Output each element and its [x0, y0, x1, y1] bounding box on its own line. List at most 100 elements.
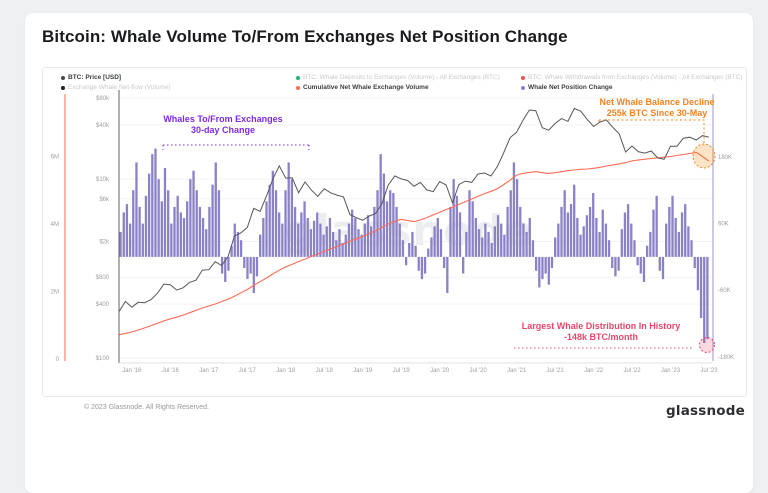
volume-tick-label: 6M — [51, 155, 59, 161]
net-position-bar — [385, 201, 389, 257]
net-position-bar — [230, 245, 233, 257]
whales-change-bracket — [162, 144, 310, 150]
net-position-bar — [693, 256, 696, 269]
net-position-bar — [376, 190, 379, 257]
net-position-bar — [690, 240, 693, 257]
net-position-bar — [465, 231, 468, 257]
net-position-bar — [138, 206, 141, 257]
net-position-bar — [462, 256, 465, 274]
net-position-bar — [569, 204, 573, 257]
legend-label: Whale Net Position Change — [528, 84, 613, 91]
legend-dot — [296, 85, 300, 90]
net-position-bar — [271, 170, 274, 257]
net-position-bar — [373, 206, 376, 257]
net-position-bar — [278, 212, 281, 257]
net-position-bar — [519, 206, 522, 257]
net-position-bar — [449, 206, 452, 257]
net-position-bar — [585, 215, 589, 257]
net-tick-label: -180K — [718, 355, 734, 361]
legend-label: Exchange Whale Net-flow (Volume) — [68, 84, 171, 91]
net-position-bar — [477, 229, 481, 257]
net-position-bar — [661, 256, 665, 280]
annotation-largest-distribution: Largest Whale Distribution In History -1… — [501, 321, 701, 343]
legend-item-whale-withdrawals[interactable]: BTC: Whale Withdrawals from Exchanges (V… — [521, 73, 743, 82]
legend-dot — [521, 75, 525, 80]
net-position-bar — [401, 240, 405, 257]
net-position-bar — [538, 256, 541, 288]
net-position-bar — [484, 223, 487, 257]
net-position-bar — [639, 256, 642, 274]
net-position-bar — [328, 218, 332, 257]
net-position-bar — [135, 162, 138, 257]
net-position-bar — [436, 218, 439, 257]
net-position-bar — [322, 234, 325, 257]
net-position-bar — [389, 190, 392, 257]
net-position-bar — [144, 195, 148, 257]
price-tick-label: $100 — [96, 356, 110, 362]
net-position-bar — [642, 256, 646, 282]
net-position-bar — [560, 206, 563, 257]
net-position-bar — [649, 231, 652, 257]
net-position-bar — [604, 223, 608, 257]
price-tick-label: $2k — [99, 240, 110, 246]
legend-item-whale-deposits[interactable]: BTC: Whale Deposits to Exchanges (Volume… — [296, 73, 500, 82]
net-position-bar — [452, 179, 455, 257]
net-position-bar — [182, 218, 186, 257]
net-position-bar — [189, 179, 192, 257]
net-position-bar — [227, 256, 230, 271]
net-position-bar — [487, 231, 490, 257]
net-position-bar — [601, 209, 604, 257]
net-position-bar — [293, 206, 297, 257]
x-tick-label: Jan '23 — [661, 368, 681, 374]
net-position-bar — [547, 256, 550, 285]
net-position-bar — [167, 190, 170, 257]
price-tick-label: $800 — [96, 275, 110, 281]
annotation-line: -148k BTC/month — [563, 332, 638, 342]
net-position-bar — [500, 223, 503, 257]
net-position-bar — [141, 223, 144, 257]
page: { "title": "Bitcoin: Whale Volume To/Fro… — [25, 13, 753, 493]
net-position-bar — [446, 256, 449, 294]
net-position-bar — [262, 218, 265, 257]
net-position-bar — [306, 218, 309, 257]
legend-dot — [61, 85, 65, 90]
balance-decline-bracket — [598, 119, 705, 146]
page-title: Bitcoin: Whale Volume To/From Exchanges … — [42, 27, 568, 46]
net-position-bar — [195, 190, 198, 257]
legend-item-btc-price[interactable]: BTC: Price [USD] — [61, 73, 121, 82]
net-position-bar — [579, 234, 582, 257]
net-position-bar — [217, 190, 221, 257]
net-position-bar — [351, 209, 354, 257]
net-position-bar — [633, 240, 636, 257]
glassnode-watermark: glassnode — [284, 206, 534, 255]
net-position-bar — [211, 184, 214, 257]
net-position-bar — [550, 256, 554, 269]
net-position-bar — [423, 256, 427, 274]
legend-item-net-position-change[interactable]: Whale Net Position Change — [521, 83, 613, 92]
chart-container: BTC: Price [USD] Exchange Whale Net-flow… — [42, 67, 747, 397]
net-position-bar — [309, 229, 313, 257]
net-position-bar — [201, 218, 205, 257]
annotation-line: 255k BTC Since 30-May — [606, 108, 708, 118]
net-position-bar — [163, 168, 167, 257]
net-position-bar — [411, 231, 414, 257]
annotation-balance-decline: Net Whale Balance Decline 255k BTC Since… — [559, 97, 755, 119]
net-position-bar — [151, 154, 154, 257]
net-position-bar — [331, 231, 335, 257]
cumulative-volume-line — [118, 151, 710, 336]
net-position-bar — [176, 195, 179, 257]
net-position-bar — [598, 231, 601, 257]
x-tick-label: Jul '17 — [239, 368, 257, 374]
net-position-bar — [170, 223, 173, 257]
net-position-bar — [303, 201, 306, 257]
net-position-bar — [379, 154, 382, 257]
net-position-bar — [430, 237, 433, 257]
x-tick-label: Jul '18 — [316, 368, 334, 374]
net-position-bar — [239, 240, 243, 257]
net-position-bar — [265, 201, 268, 257]
net-position-bar — [366, 215, 370, 257]
net-position-bar — [179, 212, 182, 257]
legend-item-cumulative-volume[interactable]: Cumulative Net Whale Exchange Volume — [296, 83, 429, 92]
legend-item-exchange-netflow[interactable]: Exchange Whale Net-flow (Volume) — [61, 83, 171, 92]
legend-label: Cumulative Net Whale Exchange Volume — [303, 84, 429, 91]
